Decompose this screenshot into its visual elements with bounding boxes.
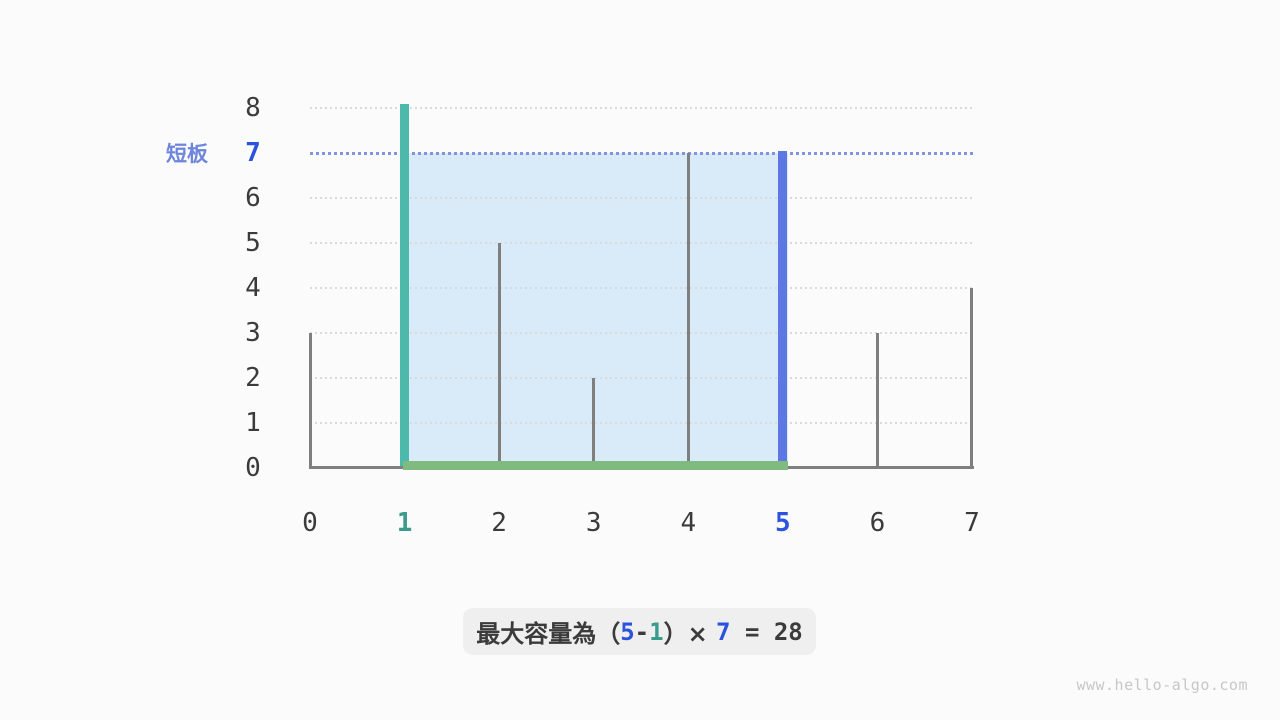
watermark: www.hello-algo.com [1076,676,1248,694]
caption-part: - [634,617,650,646]
gridline [310,377,973,379]
x-tick-label: 2 [491,508,507,538]
short-board-label: 短板 [166,142,208,166]
x-tick-label: 7 [964,508,980,538]
x-tick-label: 1 [396,508,413,538]
y-tick-label: 8 [245,93,261,123]
y-tick-label: 3 [245,318,261,348]
right-pointer-bar [778,151,788,469]
height-bar [592,378,596,469]
gridline [310,332,973,334]
left-pointer-bar [400,104,410,469]
height-bar [497,243,501,469]
y-tick-label: 1 [245,408,261,438]
water-bottom-line [402,461,788,470]
water-area [404,153,788,461]
caption-part: 28 [773,617,803,646]
height-bar [875,333,879,469]
x-tick-label: 6 [869,508,886,538]
x-tick-label: 4 [680,508,697,538]
gridline [310,422,973,424]
y-tick-label: 2 [245,363,261,393]
gridline [310,197,973,199]
gridline [310,107,973,109]
y-tick-label: 6 [245,183,261,213]
caption-part: 7 [716,617,731,646]
y-tick-label: 0 [245,453,261,483]
caption-part: 最大容量為（ [476,620,621,648]
caption-part: 5 [620,617,635,646]
x-tick-label: 3 [585,508,602,538]
y-tick-label: 4 [245,273,261,303]
caption-part: = [730,617,774,646]
x-tick-label: 5 [775,508,791,538]
gridline [310,242,973,244]
x-tick-label: 0 [302,508,318,538]
caption-part: ）× [663,620,717,648]
short-board-dotted-line [310,152,973,155]
height-bar [686,153,690,469]
height-bar [970,288,974,469]
caption-part: 1 [649,617,664,646]
gridline [310,287,973,289]
y-tick-label: 7 [245,138,261,168]
caption-box: 最大容量為（ 5-1 ）× 7 = 28 [463,608,816,655]
y-tick-label: 5 [245,228,261,258]
height-bar [308,333,312,469]
